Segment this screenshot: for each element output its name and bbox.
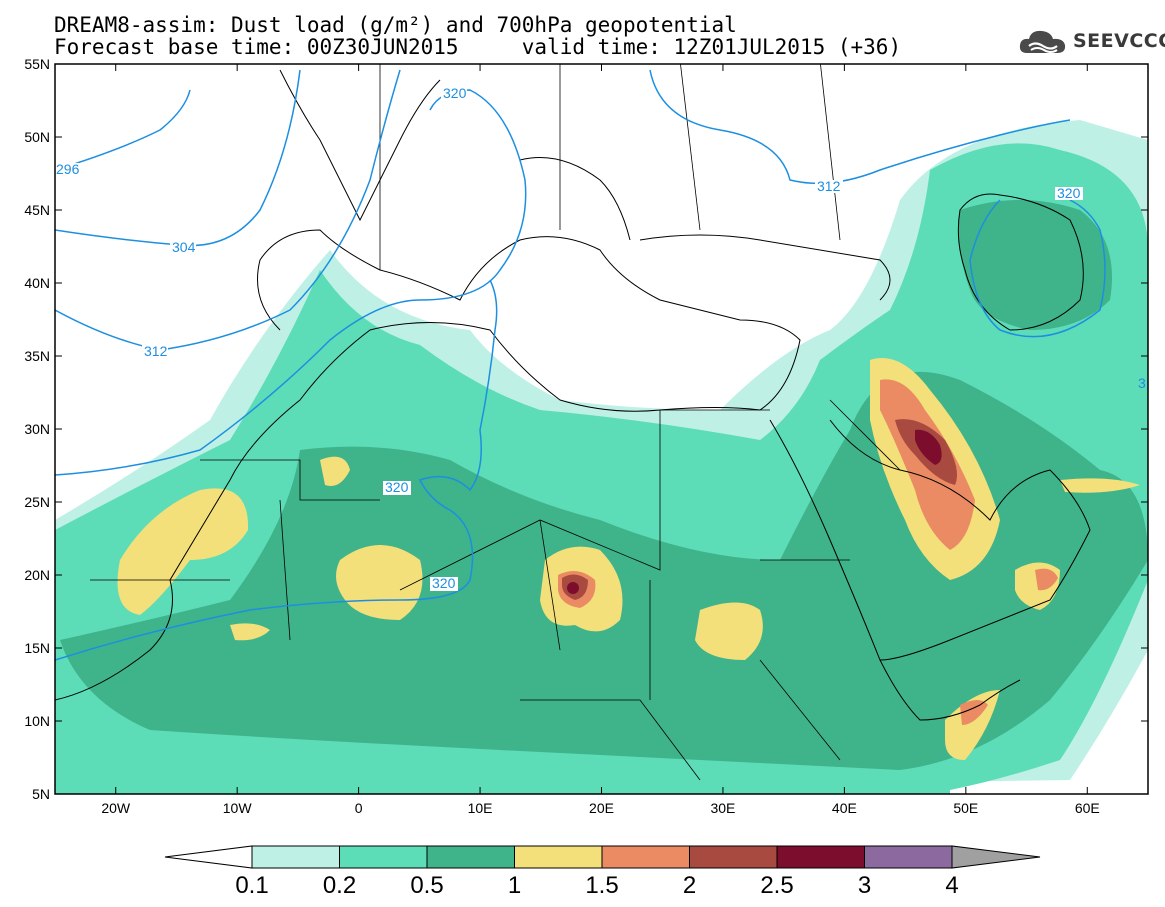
cloud-icon <box>1019 30 1066 53</box>
colorbar-swatch <box>864 845 953 869</box>
lat-label: 20N <box>24 567 50 583</box>
title-line-2: Forecast base time: 00Z30JUN2015 valid t… <box>54 35 902 59</box>
colorbar-swatch <box>601 845 690 869</box>
logo-text: SEEVCCC <box>1073 30 1165 52</box>
contour-label-312: 312 <box>144 343 168 359</box>
colorbar-label: 1 <box>508 872 521 899</box>
seevccc-logo: SEEVCCC <box>1017 26 1165 56</box>
contour-label-320-sahara: 320 <box>385 479 409 495</box>
dust-band-2-5 <box>567 429 942 594</box>
colorbar-label: 0.2 <box>323 872 356 899</box>
lat-label: 35N <box>24 348 50 364</box>
lon-label: 20E <box>589 800 614 816</box>
contour-label-320-caspian: 320 <box>1057 185 1081 201</box>
lon-label: 20W <box>101 800 131 816</box>
contour-label-304: 304 <box>172 239 196 255</box>
contour-label-3-edge: 3 <box>1138 375 1146 391</box>
lon-label: 60E <box>1075 800 1100 816</box>
contour-label-312-east: 312 <box>817 178 841 194</box>
colorbar-label: 0.1 <box>235 872 268 899</box>
colorbar-left-arrow <box>164 845 253 869</box>
lat-label: 25N <box>24 494 50 510</box>
colorbar-swatch <box>514 845 603 869</box>
contour-label-320-north: 320 <box>443 85 467 101</box>
lon-label: 50E <box>953 800 978 816</box>
map-field: 296 304 312 320 320 320 312 320 3 <box>55 64 1148 794</box>
colorbar-swatch <box>426 845 515 869</box>
longitude-axis: 20W 10W 0 10E 20E 30E 40E 50E 60E <box>101 64 1100 816</box>
lat-label: 15N <box>24 640 50 656</box>
coastlines <box>55 69 1091 721</box>
lat-label: 10N <box>24 713 50 729</box>
colorbar-label: 3 <box>858 872 871 899</box>
contour-label-296: 296 <box>56 161 80 177</box>
colorbar-swatch <box>251 845 340 869</box>
lon-label: 10E <box>468 800 493 816</box>
dust-band-0-5-caspian <box>958 200 1112 330</box>
colorbar-label: 1.5 <box>585 872 618 899</box>
colorbar: 0.1 0.2 0.5 1 1.5 2 2.5 3 4 <box>164 845 1041 899</box>
colorbar-swatch <box>776 845 865 869</box>
lat-label: 5N <box>32 786 50 802</box>
title-line-1: DREAM8-assim: Dust load (g/m²) and 700hP… <box>54 13 737 37</box>
lat-label: 40N <box>24 275 50 291</box>
lat-label: 50N <box>24 129 50 145</box>
contour-labels: 296 304 312 320 320 320 312 320 3 <box>55 85 1146 591</box>
contour-label-320-sahel: 320 <box>432 575 456 591</box>
colorbar-label: 0.5 <box>410 872 443 899</box>
colorbar-label: 2.5 <box>760 872 793 899</box>
colorbar-right-arrow <box>951 845 1041 869</box>
lat-label: 30N <box>24 421 50 437</box>
colorbar-label: 2 <box>683 872 696 899</box>
lon-label: 40E <box>832 800 857 816</box>
lon-label: 30E <box>710 800 735 816</box>
colorbar-swatch <box>689 845 778 869</box>
latitude-axis: 55N 50N 45N 40N 35N 30N 25N 20N 15N 10N 5N <box>24 56 1148 802</box>
colorbar-swatch <box>339 845 428 869</box>
lon-label: 10W <box>223 800 253 816</box>
lon-label: 0 <box>355 800 363 816</box>
lat-label: 45N <box>24 202 50 218</box>
colorbar-label: 4 <box>945 872 958 899</box>
country-borders <box>90 64 901 781</box>
lat-label: 55N <box>24 56 50 72</box>
